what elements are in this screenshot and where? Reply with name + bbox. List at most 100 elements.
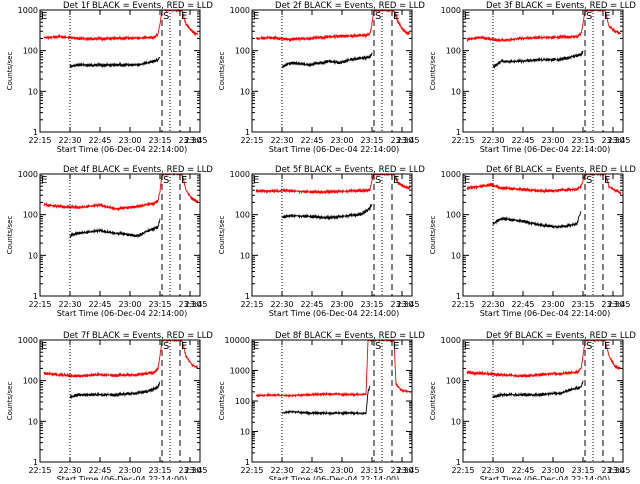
marker-e-label: E [464,11,470,22]
x-axis-title: Start Time (06-Dec-04 22:14:00) [57,309,188,318]
y-tick-label: 1000 [18,170,38,179]
x-tick-label: 22:45 [88,300,111,309]
y-tick-label: 100 [446,377,461,386]
y-tick-label: 1000 [230,6,250,15]
chart-title: Det 4f BLACK = Events, RED = LLD [63,165,213,175]
x-tick-label: 22:30 [270,466,293,475]
y-axis-title: Counts/sec [218,216,226,255]
y-tick-label: 1000 [230,367,250,376]
x-tick-label: 22:30 [270,300,293,309]
y-tick-label: 100 [23,377,38,386]
x-tick-label: 22:45 [300,300,323,309]
x-tick-label: 23:15 [571,466,594,475]
y-tick-label: 1 [456,458,461,467]
plot-data-area [466,340,621,398]
y-tick-label: 100 [446,47,461,56]
x-tick-label: 23:15 [571,136,594,145]
marker-e-label: E [604,11,610,22]
y-tick-label: 10 [451,251,461,260]
marker-e-label: E [181,341,187,352]
x-tick-label: 22:15 [451,136,474,145]
marker-e-label: E [181,11,187,22]
x-tick-label: 22:15 [240,300,263,309]
x-tick-label: 22:15 [28,300,51,309]
x-tick-label: 23:15 [571,300,594,309]
x-tick-label: 22:45 [511,136,534,145]
x-tick-label: 23:45 [396,300,419,309]
y-tick-label: 10 [28,251,38,260]
x-tick-label: 22:30 [481,466,504,475]
x-tick-label: 23:45 [607,300,630,309]
events-series-line [281,386,371,417]
x-tick-label: 23:30 [178,136,201,145]
lld-series-line [43,174,199,212]
x-tick-label: 23:45 [396,136,419,145]
marker-s-label: S [375,341,381,352]
y-tick-label: 1000 [230,170,250,179]
chart-title: Det 7f BLACK = Events, RED = LLD [63,331,213,341]
plot-frame [251,173,413,297]
x-tick-label: 23:00 [330,466,353,475]
y-tick-label: 100 [446,211,461,220]
y-tick-label: 10 [240,251,250,260]
x-axis-title: Start Time (06-Dec-04 22:14:00) [480,145,611,154]
y-axis-title: Counts/sec [429,216,437,255]
x-axis-title: Start Time (06-Dec-04 22:14:00) [480,475,611,480]
y-tick-label: 1 [245,458,250,467]
y-tick-label: 10 [28,417,38,426]
x-tick-label: 22:30 [58,136,81,145]
x-tick-label: 23:15 [360,300,383,309]
y-tick-label: 1 [245,292,250,301]
x-tick-label: 22:45 [300,466,323,475]
x-tick-label: 23:00 [118,300,141,309]
x-tick-label: 23:45 [184,300,207,309]
x-tick-label: 23:00 [330,300,353,309]
x-tick-label: 23:45 [607,466,630,475]
events-series-line [69,381,161,400]
x-tick-label: 22:45 [511,300,534,309]
x-tick-label: 22:15 [28,136,51,145]
y-tick-label: 10000 [225,336,250,345]
marker-e-label: E [393,341,399,352]
x-tick-label: 23:00 [541,136,564,145]
x-tick-label: 23:30 [390,136,413,145]
x-axis-title: Start Time (06-Dec-04 22:14:00) [480,309,611,318]
y-tick-label: 10 [28,87,38,96]
x-tick-label: 23:15 [360,136,383,145]
marker-e-label: E [253,175,259,186]
events-series-line [69,56,161,69]
chart-title: Det 9f BLACK = Events, RED = LLD [486,331,636,341]
x-tick-label: 23:00 [330,136,353,145]
events-series-line [281,52,373,69]
x-tick-label: 23:30 [601,466,624,475]
events-series-line [492,50,584,70]
x-tick-label: 23:45 [396,466,419,475]
x-tick-label: 22:30 [481,300,504,309]
plot-frame [251,9,413,133]
x-tick-label: 23:30 [178,300,201,309]
x-tick-label: 23:30 [601,300,624,309]
plot-frame [462,173,624,297]
lld-series-line [255,340,411,398]
marker-s-label: S [163,175,169,186]
plot-frame [39,9,201,133]
marker-e-label: E [464,341,470,352]
marker-e-label: E [41,341,47,352]
x-tick-label: 23:15 [148,300,171,309]
plot-data-area [466,10,622,70]
y-tick-label: 100 [235,47,250,56]
plot-data-area [255,174,411,221]
lld-series-line [255,10,411,43]
events-series-line [281,203,373,221]
y-tick-label: 1 [33,458,38,467]
lld-series-line [43,10,199,42]
x-tick-label: 23:00 [118,466,141,475]
x-tick-label: 23:00 [541,466,564,475]
x-tick-label: 23:00 [118,136,141,145]
y-tick-label: 100 [235,211,250,220]
